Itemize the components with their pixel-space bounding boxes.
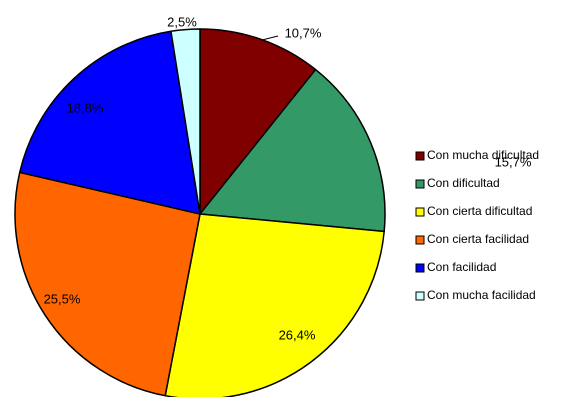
- legend-label-1: Con mucha dificultad: [427, 148, 539, 162]
- legend-swatch-4: [415, 235, 425, 245]
- leader-line-1: [261, 35, 279, 41]
- data-label-5: 18,8%: [67, 100, 104, 115]
- legend-swatch-3: [415, 207, 425, 217]
- legend-label-6: Con mucha facilidad: [427, 288, 536, 302]
- pie-slice-4: [14, 171, 201, 397]
- legend-swatch-5: [415, 263, 425, 273]
- pie-data-labels: 10,7% 15,7% 26,4% 25,5% 18,8% 2,5%: [44, 14, 532, 342]
- legend-label-3: Con cierta dificultad: [427, 204, 532, 218]
- pie-slice-2: [199, 68, 386, 233]
- pie-slice-6: [170, 28, 201, 215]
- legend-label-2: Con dificultad: [427, 176, 500, 190]
- legend-swatch-1: [415, 151, 425, 161]
- pie-slice-3: [164, 213, 385, 397]
- legend-swatch-6: [415, 291, 425, 301]
- data-label-3: 26,4%: [279, 327, 316, 342]
- legend-label-4: Con cierta facilidad: [427, 232, 529, 246]
- pie-slices: [14, 28, 386, 397]
- pie-slice-5: [19, 30, 201, 215]
- data-label-2: 15,7%: [495, 154, 532, 169]
- legend-label-5: Con facilidad: [427, 260, 496, 274]
- data-label-4: 25,5%: [44, 291, 81, 306]
- data-label-1: 10,7%: [285, 25, 322, 40]
- data-label-6: 2,5%: [167, 14, 197, 29]
- legend-swatch-2: [415, 179, 425, 189]
- legend: Con mucha dificultad Con dificultad Con ci…: [415, 148, 539, 302]
- pie-slice-1: [199, 28, 317, 215]
